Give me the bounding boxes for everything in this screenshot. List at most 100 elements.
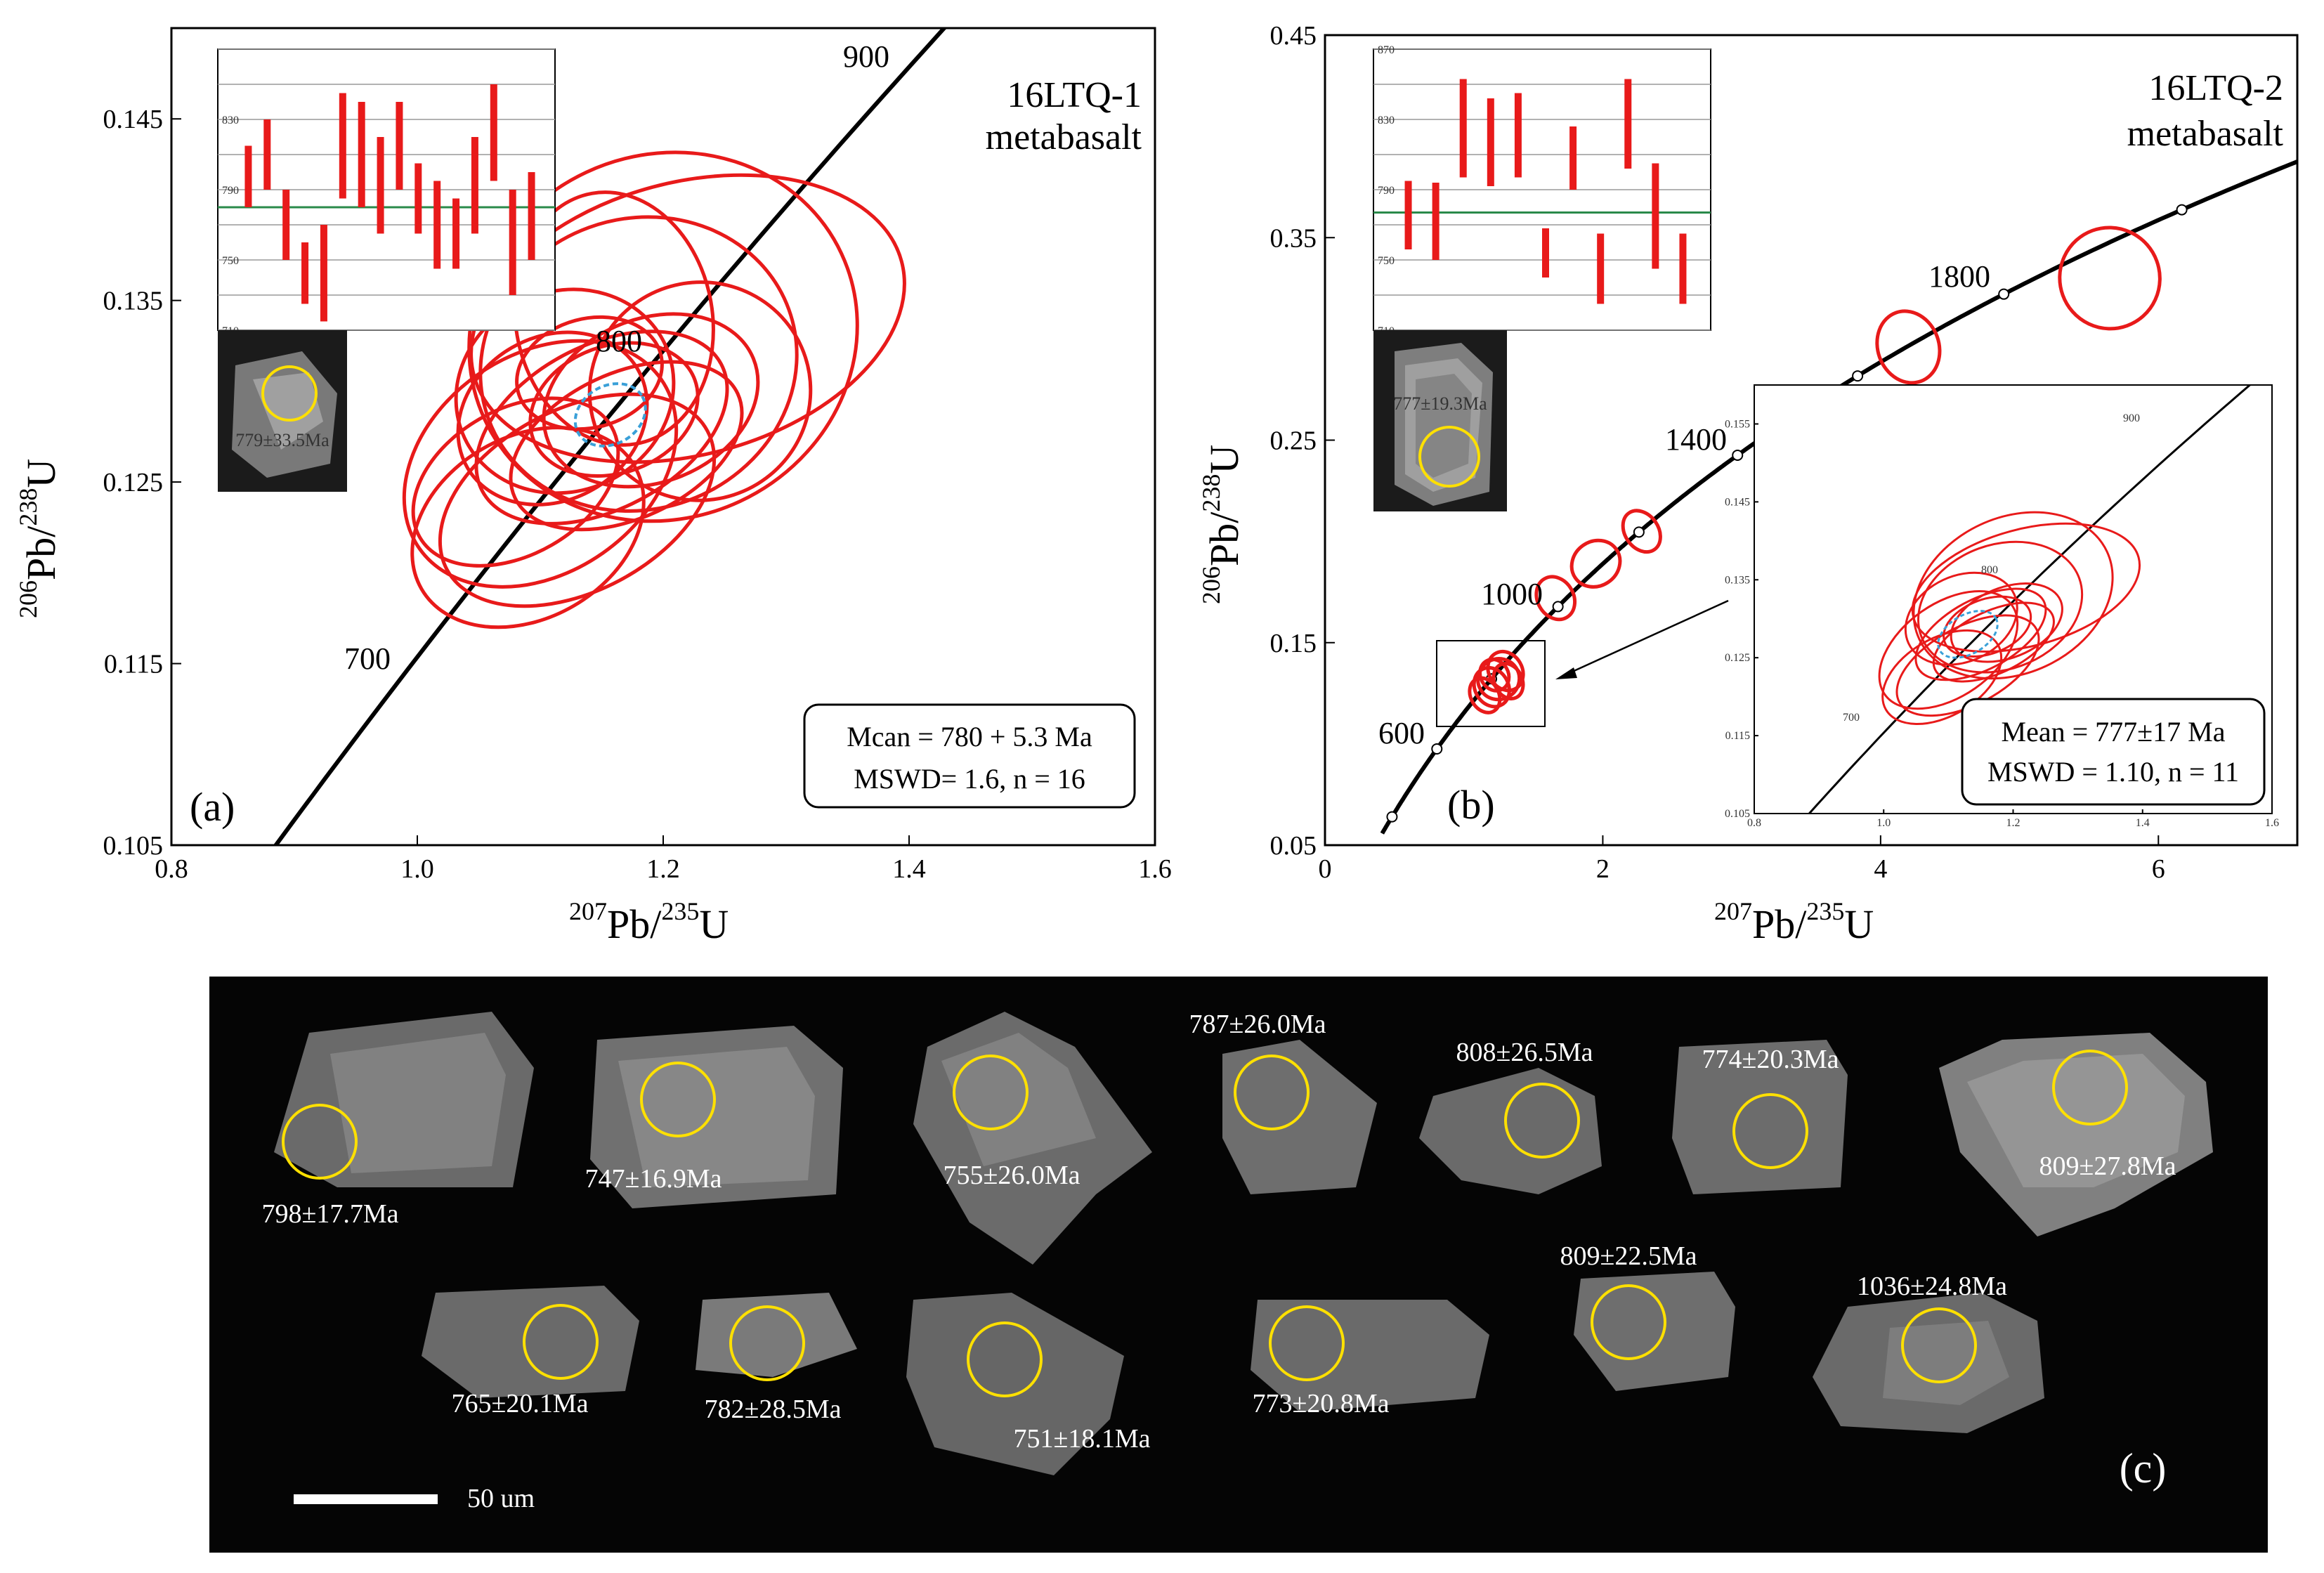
- inset-y-tick-label: 790: [1378, 185, 1395, 197]
- zircon-grain: 809±27.8Ma: [1939, 1033, 2213, 1236]
- analysis-spot-circle: [1901, 1307, 1977, 1383]
- zircon-grain: 1036±24.8Ma: [1813, 1272, 2044, 1433]
- analysis-spot-circle: [523, 1304, 599, 1380]
- y-tick-label: 0.45: [1270, 21, 1317, 51]
- panel-a-stats-box: [803, 703, 1136, 809]
- concordia-age-marker: [1852, 370, 1864, 382]
- panel-a-concordia-plot: 0.8 1.0 1.2 1.4 1.6 0.105 0.115 0.125 0.135 0.145…: [14, 27, 1172, 947]
- y-tick-label: 0.145: [103, 105, 164, 134]
- error-ellipse: [1932, 601, 2055, 683]
- error-ellipse: [528, 341, 700, 478]
- error-ellipse: [1569, 538, 1622, 589]
- concordia-age-marker: [1431, 743, 1443, 755]
- panel-b-sample-id: 16LTQ-2: [2148, 68, 2283, 108]
- x-tick-label: 1.6: [2265, 817, 2279, 829]
- inset-age-bar: [528, 172, 535, 260]
- panel-a-mean-age: Mcan = 780 + 5.3 Ma: [847, 721, 1092, 752]
- panel-b-zoom-concordia-curve: [1808, 385, 2252, 814]
- zircon-grain: 774±20.3Ma: [1672, 1040, 1848, 1194]
- panel-b-inset-bars: [1404, 79, 1687, 304]
- y-tick-label: 0.105: [103, 831, 164, 861]
- zircon-grain: 773±20.8Ma: [1251, 1300, 1489, 1418]
- inset-age-bar: [301, 242, 309, 304]
- inset-age-bar: [244, 145, 252, 207]
- grain-age-label: 774±20.3Ma: [1702, 1045, 1839, 1074]
- grain-age-label: 773±20.8Ma: [1252, 1389, 1389, 1418]
- panel-b-inset-ticks: 870830790750710: [1378, 44, 1395, 337]
- panel-a-inset-grain-age: 779±33.5Ma: [235, 430, 329, 450]
- panel-b-zoom-box: [1436, 640, 1546, 727]
- inset-age-bar: [1624, 79, 1632, 169]
- panel-b-concordia-plot: 0 2 4 6 0.05 0.15 0.25 0.35 0.45 600 1000 1400 1…: [1197, 21, 2299, 947]
- panel-b-mean-age: Mean = 777±17 Ma: [2002, 716, 2226, 748]
- grain-age-label: 782±28.5Ma: [704, 1395, 841, 1424]
- error-ellipse: [410, 426, 646, 629]
- analysis-spot-circle: [1504, 1083, 1580, 1158]
- analysis-spot-circle: [261, 365, 318, 422]
- inset-age-bar: [396, 102, 403, 190]
- panel-a-inset-cl-image: 779±33.5Ma: [218, 330, 347, 492]
- x-tick-label: 0.8: [1747, 817, 1761, 829]
- error-ellipse: [1904, 571, 2018, 666]
- inset-age-bar: [1597, 233, 1605, 304]
- error-ellipse: [1478, 658, 1511, 693]
- y-tick-label: 0.115: [1725, 730, 1750, 742]
- concordia-age-marker: [1552, 601, 1564, 613]
- panel-a-concordia-curve: [273, 28, 948, 845]
- error-ellipse: [456, 330, 649, 507]
- panel-a-sample-id: 16LTQ-1: [1007, 75, 1142, 115]
- inset-y-tick-label: 750: [222, 255, 239, 267]
- error-ellipse: [1534, 575, 1577, 622]
- inset-y-tick-label: 870: [1378, 44, 1395, 56]
- panel-b-zoom-mean-ellipse: [1937, 610, 1999, 659]
- analysis-spot-circle: [282, 1104, 358, 1180]
- error-ellipse: [1912, 511, 2114, 680]
- inset-age-bar: [471, 137, 478, 234]
- panel-b-x-axis-label: 207Pb/235U: [1714, 897, 1874, 947]
- concordia-age-marker: [2176, 204, 2188, 216]
- analysis-spot-circle: [1591, 1284, 1666, 1360]
- analysis-spot-circle: [640, 1062, 716, 1137]
- zircon-grain: 755±26.0Ma: [913, 1012, 1152, 1265]
- inset-age-bar: [1459, 79, 1467, 178]
- inset-y-tick-label: 750: [1378, 255, 1395, 267]
- panel-a-mean-ellipse: [573, 382, 647, 448]
- x-tick-label: 2: [1596, 854, 1610, 884]
- analysis-spot-circle: [1234, 1055, 1310, 1130]
- grain-age-label: 808±26.5Ma: [1456, 1038, 1593, 1067]
- y-tick-label: 0.125: [1725, 652, 1750, 664]
- x-tick-label: 1.4: [2136, 817, 2150, 829]
- concordia-age-marker: [1633, 526, 1645, 538]
- y-tick-label: 0.35: [1270, 223, 1317, 253]
- scale-bar: [294, 1494, 438, 1504]
- y-tick-label: 0.135: [1725, 574, 1750, 586]
- inset-age-bar: [433, 181, 441, 269]
- concordia-age-marker: [1386, 811, 1398, 823]
- y-tick-label: 0.105: [1725, 808, 1750, 820]
- inset-age-bar: [1542, 228, 1549, 278]
- error-ellipse: [411, 396, 620, 568]
- x-tick-label: 0: [1319, 854, 1332, 884]
- y-tick-label: 0.145: [1725, 496, 1750, 508]
- panel-a-ellipses: [402, 150, 906, 629]
- panel-b-zoom-ellipses: [1878, 511, 2141, 725]
- inset-age-bar: [263, 119, 271, 190]
- inset-age-bar: [1652, 163, 1659, 269]
- inset-age-bar: [1514, 93, 1522, 178]
- error-ellipse: [1491, 662, 1525, 700]
- y-tick-label: 0.115: [104, 650, 163, 679]
- inset-age-bar: [509, 190, 516, 295]
- panel-b-zoom-inset: 0.8 1.0 1.2 1.4 1.6 0.155 0.145 0.135 0.125 0.115…: [1725, 384, 2279, 829]
- zircon-grain: 809±22.5Ma: [1560, 1241, 1735, 1391]
- panel-a-inset-age-plot: 830790750710: [217, 48, 556, 337]
- panel-a-x-axis-label: 207Pb/235U: [569, 897, 729, 947]
- inset-age-bar: [377, 137, 384, 234]
- concordia-age-marker: [1998, 288, 2010, 300]
- error-ellipse: [438, 392, 717, 608]
- panel-a-ticks: 0.8 1.0 1.2 1.4 1.6 0.105 0.115 0.125 0.135 0.145: [103, 105, 1172, 884]
- x-tick-label: 0.8: [155, 854, 188, 884]
- grain-age-label: 755±26.0Ma: [943, 1161, 1080, 1190]
- zircon-grain: 747±16.9Ma: [585, 1026, 843, 1208]
- error-ellipse: [1878, 589, 2019, 710]
- panel-a-y-axis-label: 206Pb/238U: [14, 459, 64, 618]
